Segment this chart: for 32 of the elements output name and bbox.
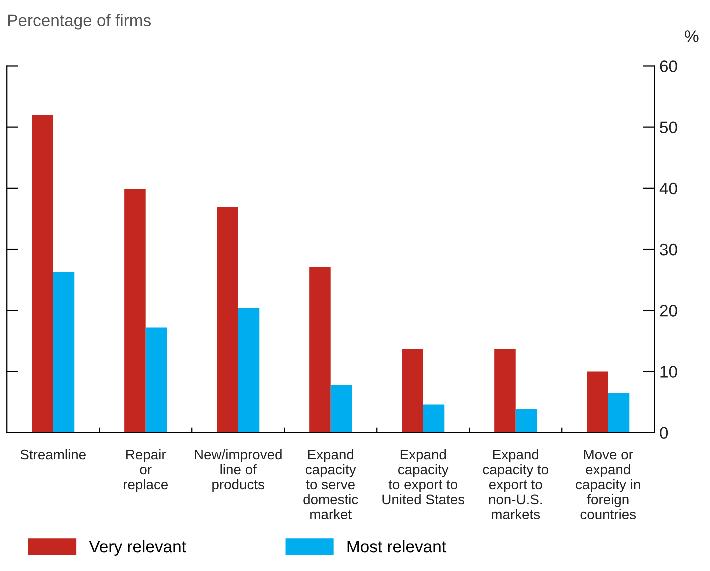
bar [53, 272, 75, 433]
x-tick-label: Repair or replace [124, 449, 168, 492]
y-tick-label: 40 [660, 182, 678, 195]
y-axis-title: Percentage of firms [8, 14, 152, 30]
legend-label: Most relevant [348, 540, 446, 553]
bar [238, 308, 260, 433]
y-tick-label: 60 [660, 60, 678, 72]
x-tick-label: Expand capacity to export to United States [382, 449, 465, 505]
y-tick-label: 0 [660, 427, 668, 440]
bar [32, 115, 54, 433]
x-tick-label: Expand capacity to serve domestic market [304, 449, 358, 520]
bar [494, 349, 516, 433]
bar [217, 207, 238, 433]
x-tick-label: Expand capacity to export to non-U.S. markets [483, 449, 548, 520]
bar [146, 328, 168, 433]
bar [124, 189, 146, 433]
y2-axis-title: % [685, 30, 699, 42]
bar [587, 372, 608, 433]
bar [402, 349, 424, 433]
bar [423, 404, 445, 433]
y-tick-label: 30 [660, 244, 678, 256]
y-tick-label: 20 [660, 305, 678, 317]
bar [310, 267, 331, 433]
bar [608, 393, 630, 433]
bar [330, 385, 352, 433]
legend-label: Very relevant [89, 540, 186, 556]
x-tick-label: Move or expand capacity in foreign countries [576, 450, 640, 520]
x-tick-label: New/improved line of products [195, 449, 282, 492]
x-tick-label: Streamline [20, 449, 86, 460]
y-tick-label: 50 [660, 122, 678, 134]
y-tick-label: 10 [660, 366, 678, 378]
bar [516, 408, 538, 433]
